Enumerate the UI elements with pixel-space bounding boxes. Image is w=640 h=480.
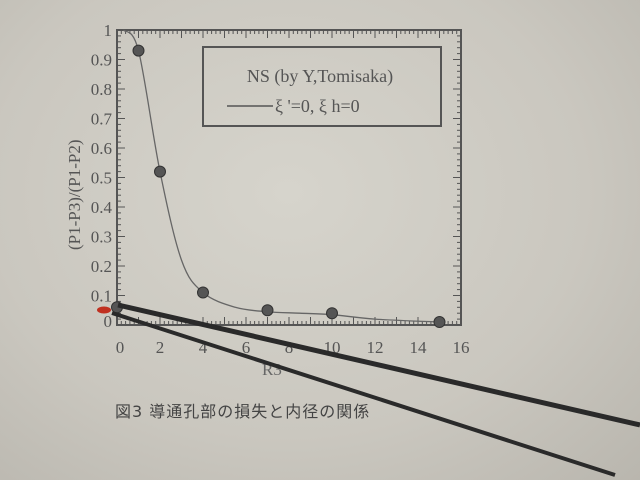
- data-point: [132, 44, 145, 57]
- y-tick-label: 0.5: [91, 169, 112, 188]
- y-tick-label: 0.4: [91, 198, 113, 217]
- legend-title: NS (by Y,Tomisaka): [247, 66, 393, 87]
- y-tick-label: 0.2: [91, 257, 112, 276]
- y-tick-label: 0.1: [91, 287, 112, 306]
- y-tick-label: 1: [104, 21, 113, 40]
- x-tick-label: 6: [242, 338, 251, 357]
- x-tick-label: 2: [156, 338, 165, 357]
- legend: NS (by Y,Tomisaka) ξ '=0, ξ h=0: [202, 46, 442, 127]
- y-axis-label: (P1-P3)/(P1-P2): [65, 139, 84, 250]
- y-tick-label: 0.7: [91, 110, 113, 129]
- x-tick-label: 14: [410, 338, 428, 357]
- pointer-stick: [117, 302, 640, 428]
- y-tick-label: 0.9: [91, 51, 112, 70]
- y-tick-label: 0.8: [91, 80, 112, 99]
- data-point: [154, 165, 166, 178]
- x-tick-label: 0: [116, 338, 125, 357]
- y-tick-label: 0.6: [91, 139, 112, 158]
- x-tick-label: 8: [285, 338, 294, 357]
- x-tick-label: 12: [367, 338, 384, 357]
- laser-pointer-dot: [97, 306, 111, 314]
- pointer-stick-2: [111, 311, 616, 477]
- y-tick-label: 0.3: [91, 228, 112, 247]
- fit-curve: [122, 29, 440, 323]
- data-point: [261, 304, 274, 317]
- figure-caption: 図3 導通孔部の損失と内径の関係: [115, 402, 371, 421]
- data-point: [326, 307, 338, 320]
- data-point: [197, 286, 209, 299]
- x-tick-label: 4: [199, 338, 208, 357]
- y-tick-label: 0: [104, 312, 113, 331]
- data-point: [433, 316, 446, 329]
- x-tick-label: 16: [453, 338, 470, 357]
- legend-line-label: ξ '=0, ξ h=0: [275, 96, 360, 116]
